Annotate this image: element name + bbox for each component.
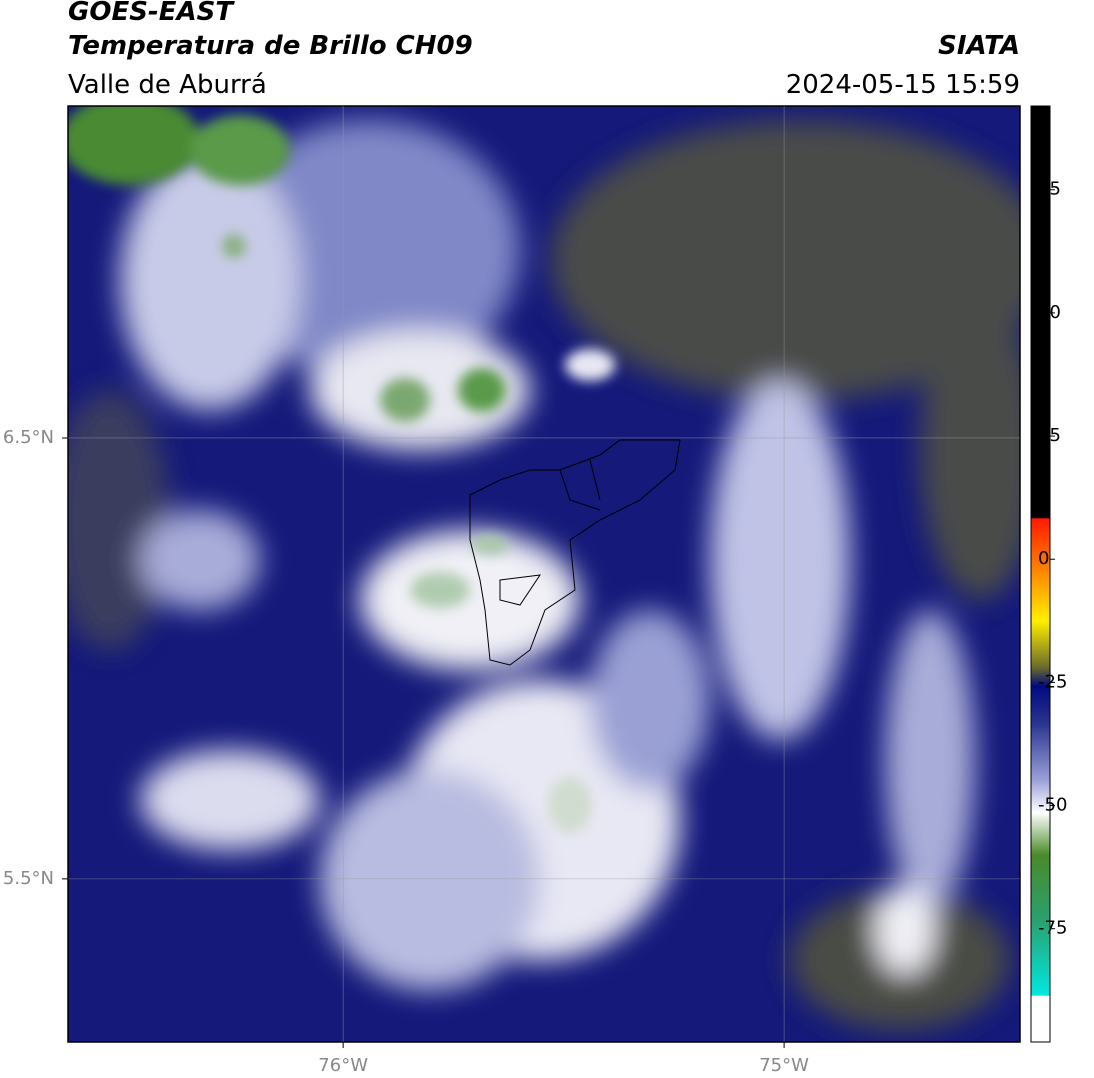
map-frame xyxy=(67,105,1021,1043)
region: Valle de Aburrá xyxy=(68,70,267,100)
source: SIATA xyxy=(938,31,1020,61)
y-tick-label: 6.5°N xyxy=(3,427,54,448)
subtitle: Temperatura de Brillo CH09 xyxy=(68,31,473,61)
colorbar-tick-label: -25 xyxy=(1038,671,1067,692)
colorbar-tick-label: 75 xyxy=(1038,179,1061,200)
colorbar-tick-label: 50 xyxy=(1038,302,1061,323)
x-tick-label: 75°W xyxy=(759,1055,809,1076)
y-tick-label: 5.5°N xyxy=(3,868,54,889)
region-boundary xyxy=(469,439,681,666)
x-tick-label: 76°W xyxy=(318,1055,368,1076)
datetime: 2024-05-15 15:59 xyxy=(786,70,1020,100)
colorbar-tick-label: -50 xyxy=(1038,795,1067,816)
colorbar-tick-label: -75 xyxy=(1038,918,1067,939)
title: GOES-EAST xyxy=(68,0,235,27)
satellite-image xyxy=(68,106,1020,1042)
colorbar-tick-label: 0 xyxy=(1038,548,1049,569)
colorbar-tick-label: 25 xyxy=(1038,425,1061,446)
colorbar xyxy=(1030,105,1051,1043)
